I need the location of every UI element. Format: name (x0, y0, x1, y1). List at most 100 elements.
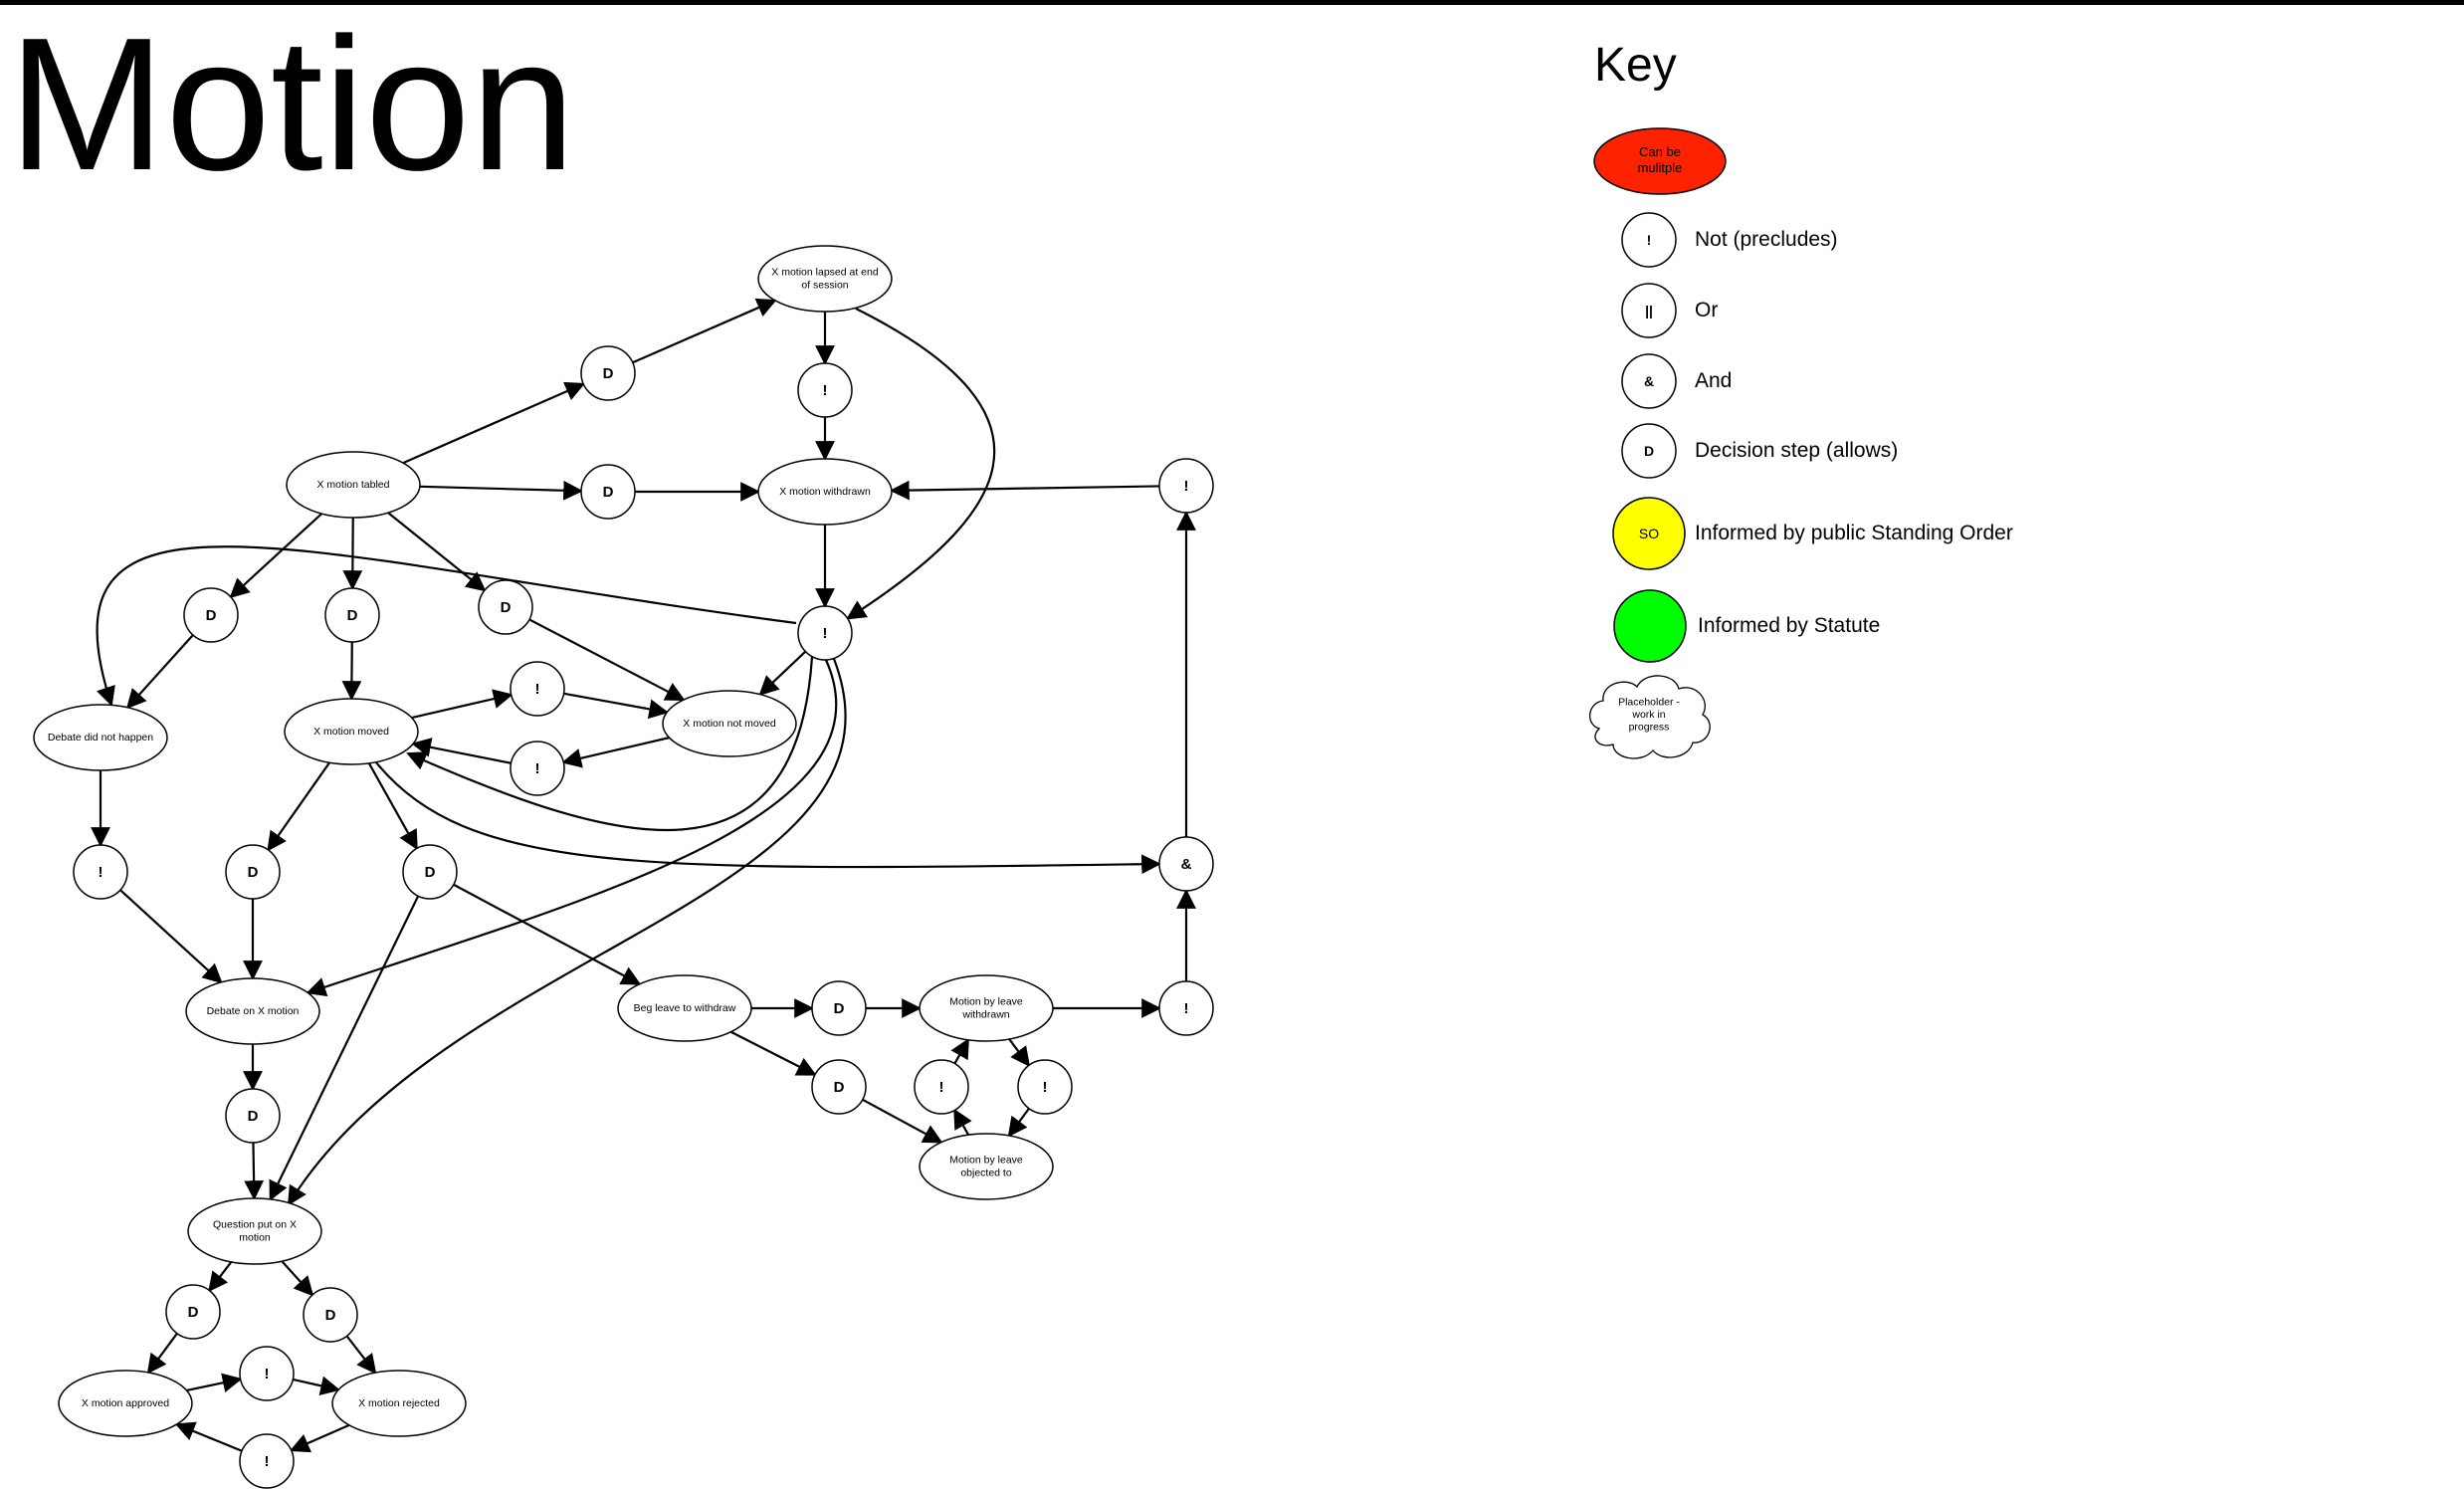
operator-not-left: ! (73, 844, 128, 900)
operator-symbol: D (501, 599, 512, 616)
operator-shape (239, 1346, 295, 1401)
operator-shape (1158, 836, 1214, 892)
edge-d_not_moved-to-not_moved (528, 618, 686, 702)
edge-d_lapse-to-lapsed (632, 298, 777, 364)
operator-symbol: ! (535, 681, 540, 698)
node-not-happen: Debate did not happen (33, 704, 168, 771)
operator-symbol: ! (1184, 478, 1189, 495)
node-label: Debate did not happen (48, 732, 153, 744)
node-label: Debate on X motion (207, 1005, 300, 1017)
operator-d-not-happen: D (183, 587, 239, 643)
operator-symbol: D (325, 1307, 336, 1324)
operator-not-right-mid: ! (1158, 980, 1214, 1036)
operator-shape (303, 1287, 358, 1343)
operator-symbol: ! (823, 382, 828, 399)
operator-shape (183, 587, 239, 643)
operator-shape (225, 844, 281, 900)
key-symbol: & (1644, 373, 1654, 389)
operator-symbol: D (425, 864, 436, 881)
operator-not-right-top: ! (1158, 458, 1214, 514)
operator-symbol: ! (939, 1079, 944, 1096)
key-item-placeholder-work-in-progress: Placeholder -work in progress (1589, 675, 1711, 759)
operator-shape (402, 844, 458, 900)
key-item-informed-by-statute (1613, 589, 1687, 663)
node-label: X motion moved (313, 726, 389, 738)
key-item-or: || (1621, 283, 1677, 338)
operator-symbol: ! (1184, 1000, 1189, 1017)
edge-not_center-to-not_moved (758, 650, 807, 697)
key-swatch (1621, 212, 1677, 268)
operator-shape (811, 980, 867, 1036)
key-symbol: Placeholder -work in progress (1618, 696, 1680, 733)
edge-not_center-to-not_happen (96, 545, 797, 707)
edge-tabled-to-d_withdraw (419, 480, 583, 501)
edge-not_ar_1-to-rejected (293, 1376, 341, 1395)
page-title: Motion (8, 0, 576, 210)
edge-d_approve-to-approved (146, 1333, 178, 1375)
key-label: Informed by Statute (1698, 614, 1881, 637)
edge-question-to-d_reject (281, 1260, 314, 1297)
edge-moved-to-not_mm_1 (411, 689, 513, 720)
operator-not-lapsed: ! (797, 362, 853, 418)
operator-shape (225, 1088, 281, 1144)
operator-shape (73, 844, 128, 900)
edge-not_mm_2-to-moved (411, 738, 512, 764)
edge-not_ar_2-to-approved (174, 1421, 243, 1452)
operator-symbol: D (834, 1079, 845, 1096)
operator-symbol: D (248, 1108, 259, 1125)
edge-d_not_happen-to-not_happen (125, 634, 194, 710)
key-item-and: & (1621, 353, 1677, 409)
key-shapes: Can be mulitple! || & D SO Placeholder -work i… (1589, 127, 1727, 759)
node-lapsed: X motion lapsed at end of session (757, 245, 893, 313)
operator-shape (1017, 1059, 1073, 1115)
edge-not_moved-to-not_mm_2 (561, 737, 670, 768)
edge-d_beg-to-question (269, 895, 420, 1201)
key-label: Not (precludes) (1695, 228, 1838, 251)
operator-not-ar-2: ! (239, 1433, 295, 1489)
key-symbol: D (1644, 443, 1654, 459)
edge-not_center-to-debate (306, 659, 838, 997)
operator-shape (811, 1059, 867, 1115)
operator-not-lw-1: ! (914, 1059, 969, 1115)
key-label: Or (1695, 299, 1719, 321)
node-beg-leave: Beg leave to withdraw (617, 974, 752, 1042)
operator-and-right: & (1158, 836, 1214, 892)
operator-d-lapse: D (580, 345, 636, 401)
node-leave-withdrawn: Motion by leave withdrawn (919, 974, 1054, 1042)
operator-shape (1158, 980, 1214, 1036)
operator-not-ar-1: ! (239, 1346, 295, 1401)
key-swatch (1621, 353, 1677, 409)
edge-beg_leave-to-d_leave_o (730, 1030, 817, 1076)
diagram-nodes: X motion lapsed at end of session X motion… (33, 245, 1214, 1489)
key-title: Key (1594, 39, 1677, 92)
node-shape (617, 974, 752, 1042)
edge-moved-to-d_beg (367, 762, 418, 851)
node-shape (185, 977, 320, 1045)
operator-d-question: D (225, 1088, 281, 1144)
key-item-informed-by-public-standing-order: SO (1612, 497, 1686, 570)
node-shape (331, 1370, 467, 1437)
edge-not_center-to-question (287, 658, 847, 1206)
node-label: X motion tabled (317, 479, 390, 491)
node-label: X motion not moved (683, 718, 776, 730)
operator-shape (239, 1433, 295, 1489)
node-shape (662, 690, 797, 757)
operator-symbol: ! (823, 625, 828, 642)
operator-symbol: ! (535, 760, 540, 777)
operator-shape (478, 579, 533, 635)
edge-tabled-to-d_moved (342, 517, 363, 590)
node-shape (187, 1197, 322, 1265)
operator-d-leave-w: D (811, 980, 867, 1036)
key-swatch (1621, 283, 1677, 338)
edge-not_lw_1-to-leave_withdrawn (950, 1038, 969, 1065)
operator-d-beg: D (402, 844, 458, 900)
key-swatch (1613, 589, 1687, 663)
operator-shape (580, 345, 636, 401)
operator-d-moved: D (324, 587, 380, 643)
key-symbol: SO (1639, 526, 1659, 541)
edge-moved-to-and_right (374, 760, 1161, 875)
node-shape (284, 698, 419, 765)
operator-symbol: D (603, 484, 614, 501)
